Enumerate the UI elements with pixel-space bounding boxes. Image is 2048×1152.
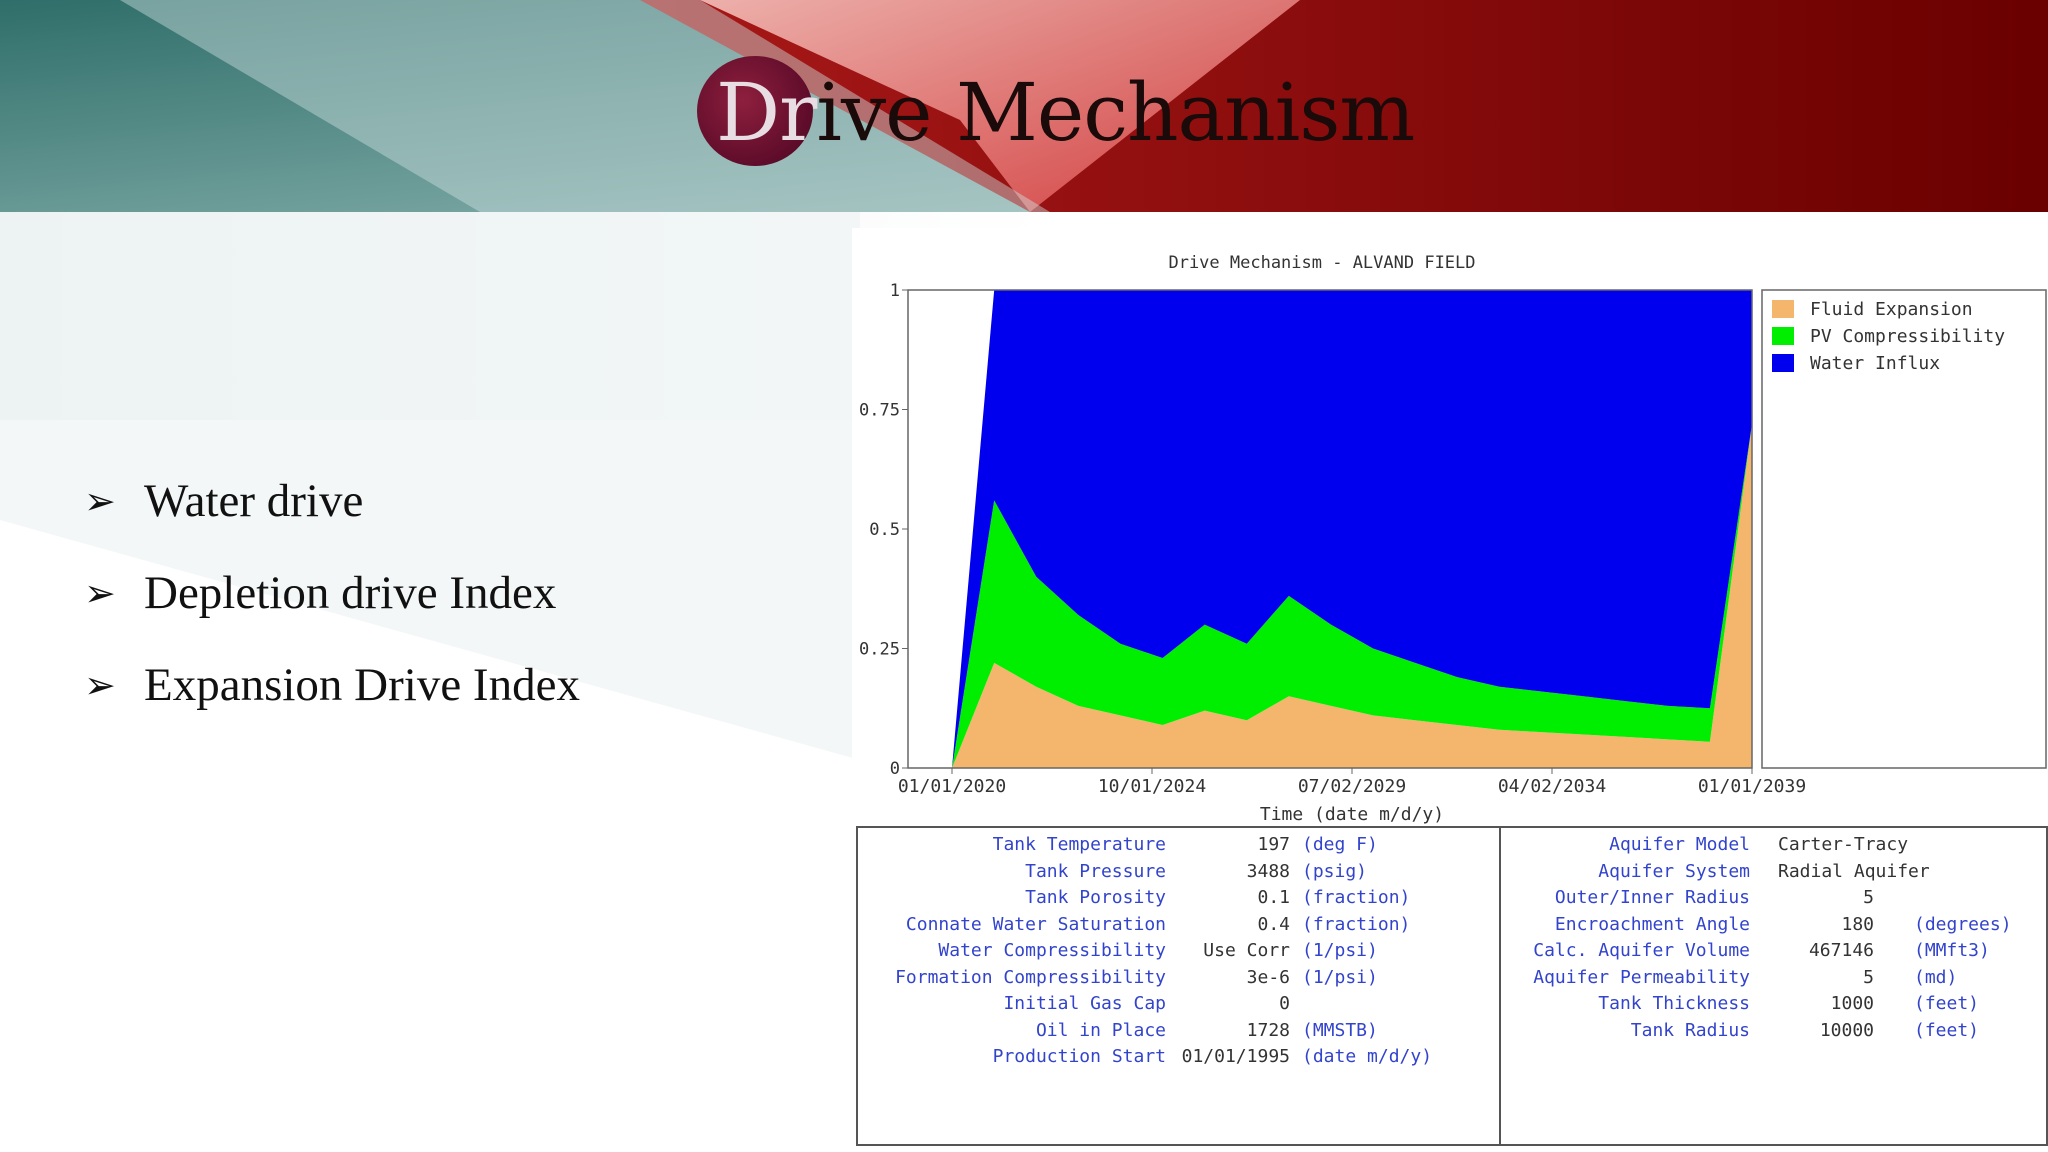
param-value: 1000 (1830, 993, 1874, 1014)
bullet-text: Expansion Drive Index (144, 659, 580, 711)
param-label: Tank Porosity (1025, 887, 1166, 908)
param-value: Carter-Tracy (1778, 834, 1909, 855)
param-value: Radial Aquifer (1778, 860, 1930, 882)
param-value: 0.1 (1257, 887, 1290, 908)
param-label: Tank Temperature (992, 834, 1166, 855)
param-unit: (degrees) (1914, 913, 2012, 935)
title-accent-circle (697, 56, 813, 166)
y-tick-label: 0.25 (859, 640, 900, 660)
param-unit: (fraction) (1302, 887, 1411, 908)
param-value: 0.4 (1257, 913, 1290, 935)
param-label: Tank Pressure (1025, 860, 1166, 882)
bullet-item: ➢ Expansion Drive Index (84, 639, 580, 731)
legend-swatch (1772, 354, 1794, 372)
param-label: Formation Compressibility (895, 966, 1166, 988)
param-label: Tank Thickness (1598, 993, 1750, 1014)
param-unit: (1/psi) (1302, 940, 1378, 961)
y-tick-label: 0 (890, 759, 900, 779)
area-series-3 (952, 290, 1752, 768)
parameter-table: Tank Temperature 197 (deg F) Tank Pressure 3… (856, 826, 2048, 1146)
param-label: Aquifer Permeability (1533, 966, 1750, 988)
legend-swatch (1772, 327, 1794, 345)
param-value: 197 (1257, 834, 1290, 855)
bullet-text: Depletion drive Index (144, 567, 557, 619)
x-tick-label: 04/02/2034 (1498, 776, 1606, 797)
x-axis-label: Time (date m/d/y) (1260, 804, 1444, 825)
param-value: 467146 (1808, 940, 1874, 961)
bullet-list: ➢ Water drive ➢ Depletion drive Index ➢ Expan… (84, 455, 580, 731)
param-label: Calc. Aquifer Volume (1533, 940, 1750, 961)
chart-panel: Drive Mechanism - ALVAND FIELD 0 0.25 0.5 0.… (852, 228, 2048, 1152)
legend-box (1761, 289, 2047, 769)
table-divider (1499, 828, 1501, 1144)
param-unit: (feet) (1914, 993, 1980, 1014)
param-label: Aquifer System (1598, 860, 1750, 882)
bullet-item: ➢ Depletion drive Index (84, 547, 580, 639)
title-lead-letters: Dr (716, 66, 817, 159)
param-label: Tank Radius (1630, 1019, 1750, 1041)
slide-title: Drive Mechanism (716, 58, 1415, 168)
param-unit: (MMft3) (1914, 940, 1990, 961)
param-unit: (deg F) (1302, 834, 1378, 855)
bullet-item: ➢ Water drive (84, 455, 580, 547)
legend-label: PV Compressibility (1810, 326, 2005, 347)
param-value: Use Corr (1203, 940, 1290, 961)
param-value: 1728 (1246, 1019, 1290, 1041)
param-value: 5 (1863, 887, 1874, 908)
param-value: 3488 (1246, 860, 1290, 882)
legend-swatch (1772, 300, 1794, 318)
chart-title: Drive Mechanism - ALVAND FIELD (1168, 253, 1475, 273)
param-unit: (fraction) (1302, 913, 1411, 935)
param-unit: (date m/d/y) (1302, 1046, 1433, 1067)
area-series-2 (952, 423, 1752, 768)
param-value: 5 (1863, 966, 1874, 988)
param-value: 3e-6 (1246, 966, 1290, 988)
param-unit: (psig) (1302, 860, 1368, 882)
legend-label: Water Influx (1810, 353, 1940, 374)
y-tick-label: 0.5 (869, 520, 900, 540)
param-value: 0 (1279, 993, 1290, 1014)
x-tick-label: 01/01/2020 (898, 776, 1006, 797)
param-label: Encroachment Angle (1554, 913, 1750, 935)
param-unit: (1/psi) (1302, 966, 1378, 988)
bullet-arrow-icon: ➢ (84, 480, 116, 523)
y-tick-label: 0.75 (859, 401, 900, 421)
bullet-text: Water drive (144, 475, 364, 527)
param-label: Production Start (992, 1046, 1166, 1067)
x-tick-label: 10/01/2024 (1098, 776, 1206, 797)
param-label: Oil in Place (1035, 1019, 1166, 1041)
param-label: Connate Water Saturation (905, 913, 1166, 935)
bullet-arrow-icon: ➢ (84, 664, 116, 707)
y-tick-label: 1 (890, 281, 900, 301)
drive-mechanism-chart: Drive Mechanism - ALVAND FIELD 0 0.25 0.5 0.… (859, 253, 2047, 825)
x-tick-label: 07/02/2029 (1298, 776, 1406, 797)
title-rest: ive Mechanism (816, 66, 1415, 159)
bullet-arrow-icon: ➢ (84, 572, 116, 615)
param-value: 180 (1841, 913, 1874, 935)
param-label: Water Compressibility (938, 940, 1166, 961)
param-value: 01/01/1995 (1181, 1046, 1290, 1067)
param-unit: (md) (1914, 966, 1958, 988)
x-tick-label: 01/01/2039 (1698, 776, 1806, 797)
param-value: 10000 (1819, 1019, 1874, 1041)
param-label: Aquifer Model (1609, 834, 1750, 855)
param-label: Initial Gas Cap (1003, 993, 1166, 1014)
legend-label: Fluid Expansion (1810, 299, 1973, 320)
param-unit: (MMSTB) (1302, 1019, 1378, 1041)
param-label: Outer/Inner Radius (1554, 887, 1750, 908)
area-series-1 (952, 423, 1752, 768)
param-unit: (feet) (1914, 1019, 1980, 1041)
